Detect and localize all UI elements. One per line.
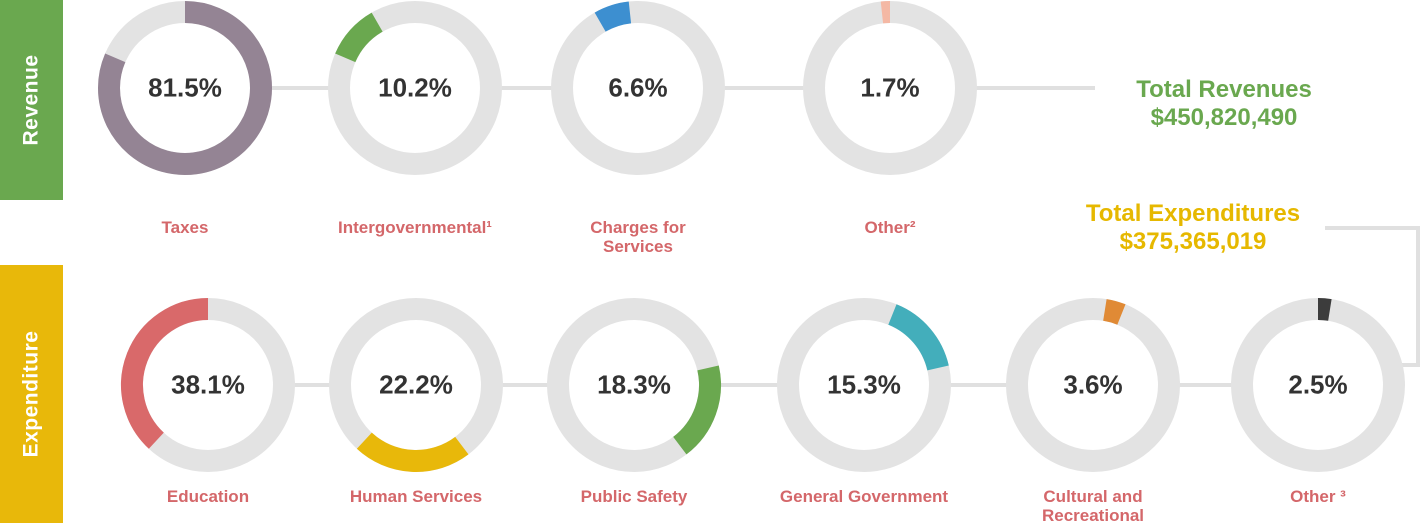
donut-segment [1317,298,1332,321]
value-label: 38.1% [171,369,245,400]
donut-segment [1102,299,1126,325]
donut-track [1006,298,1180,472]
total-title: Total Expenditures [1085,200,1301,227]
row-title: Revenue [19,54,43,146]
donut-segment [356,432,469,472]
donut-track [551,1,725,175]
category-label: Taxes [161,218,209,237]
expenditure-band: Expenditure [0,265,63,523]
category-label: General Government [779,487,949,506]
total-revenues: Total Revenues $450,820,490 [1136,76,1312,132]
total-value: $450,820,490 [1150,104,1298,131]
donut-segment [672,365,721,455]
value-label: 6.6% [608,72,668,103]
category-label: Other² [864,218,916,237]
value-label: 81.5% [148,72,222,103]
category-label: Charges for Services [590,218,686,256]
category-label: Cultural and Recreational [1041,487,1145,523]
value-label: 1.7% [860,72,920,103]
total-expenditures: Total Expenditures $375,365,019 [1086,200,1300,256]
donut-track [328,1,502,175]
value-label: 10.2% [378,72,452,103]
connector-line [1325,226,1420,367]
category-label: Education [166,487,250,506]
value-label: 18.3% [597,369,671,400]
donut-segment [335,12,384,63]
revenue-band: Revenue [0,0,63,200]
donut-track [777,298,951,472]
total-title: Total Revenues [1136,76,1312,103]
row-title: Expenditure [19,330,43,458]
value-label: 22.2% [379,369,453,400]
donut-segment [887,304,949,371]
donut-segment [121,298,209,449]
donut-segment [98,1,272,175]
value-label: 15.3% [827,369,901,400]
value-label: 3.6% [1063,369,1123,400]
category-label: Human Services [349,487,483,506]
donut-segment [594,1,632,32]
category-label: Public Safety [580,487,688,506]
total-value: $375,365,019 [1119,228,1267,255]
category-label: Other ³ [1290,487,1346,506]
value-label: 2.5% [1288,369,1348,400]
category-label: Intergovernmental¹ [338,218,492,237]
